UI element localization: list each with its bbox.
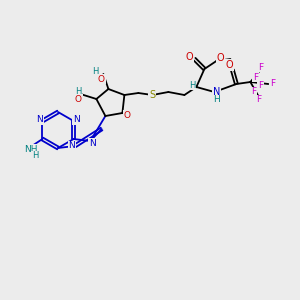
Text: O: O (75, 94, 82, 103)
Text: O: O (226, 60, 233, 70)
Text: H: H (32, 152, 39, 160)
Text: F: F (270, 80, 275, 88)
Text: O: O (217, 53, 224, 63)
Text: NH: NH (24, 145, 37, 154)
Text: N: N (213, 87, 220, 97)
Text: N: N (89, 139, 96, 148)
Text: F: F (258, 62, 263, 71)
Text: H: H (213, 95, 220, 104)
Text: F: F (253, 73, 258, 82)
Text: O: O (98, 74, 105, 83)
Text: O: O (186, 52, 193, 62)
Text: N: N (68, 142, 75, 151)
Text: O: O (124, 110, 131, 119)
Text: H: H (92, 68, 99, 76)
Text: H: H (189, 80, 196, 89)
Text: F: F (256, 95, 261, 104)
Text: H: H (75, 88, 82, 97)
Text: S: S (149, 90, 155, 100)
Text: F: F (251, 88, 256, 97)
Text: N: N (73, 116, 80, 124)
Text: F: F (258, 82, 263, 91)
Text: N: N (36, 116, 43, 124)
